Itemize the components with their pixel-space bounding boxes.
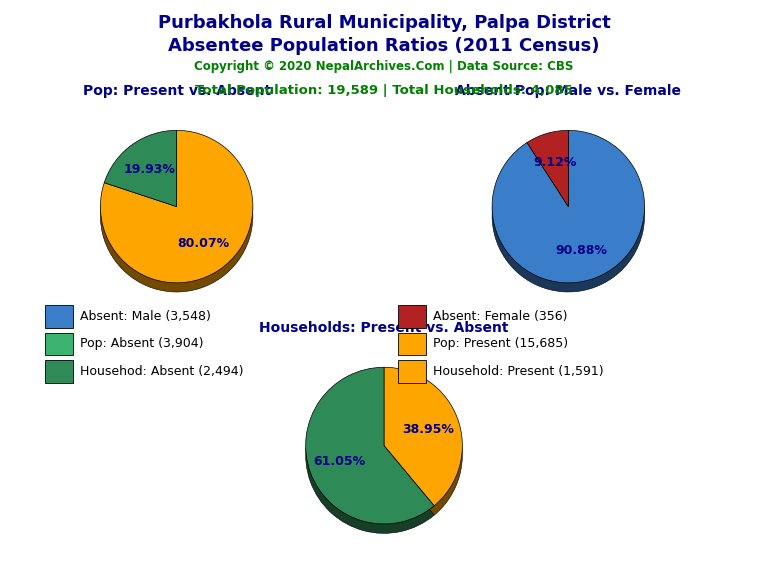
Title: Pop: Present vs. Absent: Pop: Present vs. Absent [83, 84, 270, 98]
Bar [45, 305, 73, 328]
Text: 90.88%: 90.88% [555, 244, 607, 257]
Text: Pop: Present (15,685): Pop: Present (15,685) [433, 338, 568, 350]
Title: Absent Pop: Male vs. Female: Absent Pop: Male vs. Female [455, 84, 681, 98]
Wedge shape [306, 377, 434, 533]
Wedge shape [104, 139, 177, 216]
Text: Purbakhola Rural Municipality, Palpa District: Purbakhola Rural Municipality, Palpa Dis… [157, 14, 611, 32]
Text: Absent: Female (356): Absent: Female (356) [433, 310, 568, 323]
Text: Total Population: 19,589 | Total Households: 4,085: Total Population: 19,589 | Total Househo… [195, 84, 573, 97]
Wedge shape [492, 139, 644, 292]
Wedge shape [101, 139, 253, 292]
Wedge shape [306, 367, 434, 524]
Text: 19.93%: 19.93% [124, 163, 176, 176]
Text: Absentee Population Ratios (2011 Census): Absentee Population Ratios (2011 Census) [168, 37, 600, 55]
Wedge shape [384, 377, 462, 515]
Text: 80.07%: 80.07% [177, 237, 230, 250]
Bar [398, 333, 426, 355]
Wedge shape [527, 139, 568, 216]
Text: Copyright © 2020 NepalArchives.Com | Data Source: CBS: Copyright © 2020 NepalArchives.Com | Dat… [194, 60, 574, 74]
Title: Households: Present vs. Absent: Households: Present vs. Absent [260, 320, 508, 335]
Wedge shape [101, 130, 253, 283]
Wedge shape [527, 130, 568, 207]
Bar [45, 360, 73, 382]
Text: Househod: Absent (2,494): Househod: Absent (2,494) [80, 365, 243, 378]
Text: Absent: Male (3,548): Absent: Male (3,548) [80, 310, 211, 323]
Text: 9.12%: 9.12% [534, 156, 577, 169]
Wedge shape [384, 367, 462, 506]
Bar [398, 360, 426, 382]
Bar [45, 333, 73, 355]
Text: 38.95%: 38.95% [402, 423, 454, 436]
Wedge shape [492, 130, 644, 283]
Wedge shape [104, 130, 177, 207]
Text: 61.05%: 61.05% [314, 455, 366, 468]
Bar [398, 305, 426, 328]
Text: Household: Present (1,591): Household: Present (1,591) [433, 365, 604, 378]
Text: Pop: Absent (3,904): Pop: Absent (3,904) [80, 338, 204, 350]
